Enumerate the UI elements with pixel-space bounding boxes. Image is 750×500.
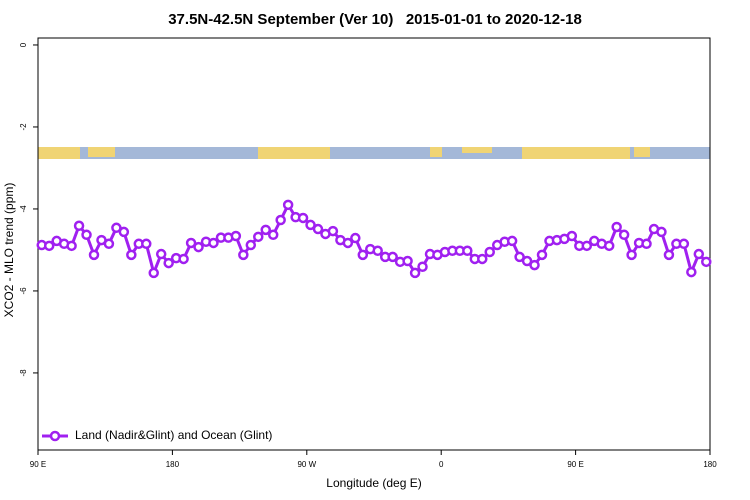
data-point [402, 255, 413, 267]
data-point [297, 212, 309, 224]
data-point [230, 230, 242, 242]
y-tick-label: -8 [19, 369, 28, 377]
data-point [73, 220, 85, 232]
series-line [41, 201, 708, 278]
data-point [372, 245, 383, 257]
legend: Land (Nadir&Glint) and Ocean (Glint) [42, 428, 272, 442]
x-tick-label: 180 [703, 460, 717, 469]
data-point [81, 229, 92, 241]
data-point [245, 239, 257, 251]
map-strip [38, 147, 710, 159]
x-tick-label: 90 W [297, 460, 316, 469]
x-tick-label: 180 [166, 460, 180, 469]
data-point [103, 238, 115, 250]
data-point [663, 249, 675, 261]
data-point [342, 237, 354, 249]
y-tick-label: -4 [19, 205, 28, 213]
data-point [350, 232, 361, 244]
data-point [417, 261, 428, 273]
data-point [701, 256, 712, 268]
data-point [409, 267, 421, 279]
data-point [484, 246, 495, 258]
data-point [693, 248, 705, 260]
x-tick-label: 90 E [567, 460, 583, 469]
data-point [462, 245, 473, 257]
y-tick-label: -2 [19, 123, 28, 131]
data-point [238, 249, 249, 261]
data-point [626, 249, 637, 261]
data-point [312, 223, 324, 235]
data-point [178, 253, 189, 265]
data-point [514, 251, 525, 263]
data-point [208, 237, 219, 249]
data-point [566, 230, 578, 242]
data-point [603, 240, 615, 252]
data-point [477, 253, 488, 265]
data-point [267, 229, 279, 241]
data-point [686, 266, 697, 278]
data-point [111, 222, 122, 234]
data-point [66, 240, 77, 252]
data-point [536, 249, 548, 261]
data-point [141, 238, 152, 250]
data-point [357, 249, 369, 261]
data-point [185, 237, 197, 249]
data-point [282, 199, 294, 211]
data-point [305, 219, 316, 231]
y-tick-label: 0 [19, 42, 28, 47]
data-point [521, 255, 533, 267]
legend-marker [49, 430, 61, 442]
data-point [611, 221, 622, 233]
x-tick-label: 90 E [30, 460, 46, 469]
data-point [253, 231, 264, 243]
data-point [656, 226, 667, 238]
y-tick-label: -6 [19, 287, 28, 295]
chart-title: 37.5N-42.5N September (Ver 10) 2015-01-0… [168, 11, 582, 28]
data-point [506, 235, 518, 247]
data-point [163, 257, 174, 269]
data-point [193, 241, 204, 253]
x-axis-title: Longitude (deg E) [326, 476, 421, 490]
data-point [641, 238, 652, 250]
data-point [529, 259, 540, 271]
legend-label: Land (Nadir&Glint) and Ocean (Glint) [75, 428, 272, 442]
data-point [275, 214, 286, 226]
data-point [678, 238, 690, 250]
data-point [327, 225, 339, 237]
data-point [618, 229, 630, 241]
data-point [126, 249, 137, 261]
y-axis-title: XCO2 - MLO trend (ppm) [2, 183, 16, 318]
data-point [387, 251, 398, 263]
data-point [260, 224, 271, 236]
data-point [118, 226, 130, 238]
data-point [43, 240, 55, 252]
x-tick-label: 0 [439, 460, 444, 469]
data-point [88, 249, 100, 261]
data-point [148, 267, 159, 279]
data-point [581, 240, 593, 252]
data-point [155, 248, 167, 260]
